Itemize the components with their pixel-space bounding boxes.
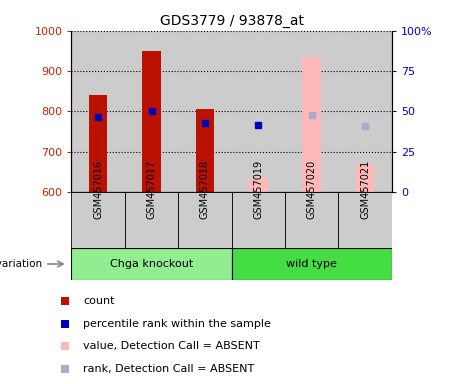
Bar	[338, 31, 392, 192]
Bar	[285, 31, 338, 192]
Bar	[285, 192, 338, 248]
Title: GDS3779 / 93878_at: GDS3779 / 93878_at	[160, 14, 304, 28]
Bar	[89, 95, 107, 192]
Bar	[249, 178, 268, 192]
Bar	[125, 31, 178, 192]
Bar	[231, 248, 392, 280]
Text: wild type: wild type	[286, 259, 337, 269]
Bar	[142, 51, 161, 192]
Bar	[195, 109, 214, 192]
Text: GSM457017: GSM457017	[147, 159, 157, 219]
Bar	[71, 248, 231, 280]
Bar	[338, 192, 392, 248]
Text: genotype/variation: genotype/variation	[0, 259, 43, 269]
Bar	[71, 192, 125, 248]
Bar	[356, 164, 374, 192]
Bar	[178, 192, 231, 248]
Text: GSM457016: GSM457016	[93, 160, 103, 219]
Bar	[231, 192, 285, 248]
Bar	[178, 31, 231, 192]
Text: GSM457021: GSM457021	[360, 159, 370, 219]
Text: GSM457019: GSM457019	[254, 160, 263, 219]
Bar	[125, 192, 178, 248]
Text: Chga knockout: Chga knockout	[110, 259, 193, 269]
Text: GSM457020: GSM457020	[307, 159, 317, 219]
Text: GSM457018: GSM457018	[200, 160, 210, 219]
Bar	[231, 31, 285, 192]
Bar	[302, 57, 321, 192]
Text: value, Detection Call = ABSENT: value, Detection Call = ABSENT	[83, 341, 260, 351]
Text: percentile rank within the sample: percentile rank within the sample	[83, 319, 271, 329]
Text: count: count	[83, 296, 115, 306]
Text: rank, Detection Call = ABSENT: rank, Detection Call = ABSENT	[83, 364, 254, 374]
Bar	[71, 31, 125, 192]
